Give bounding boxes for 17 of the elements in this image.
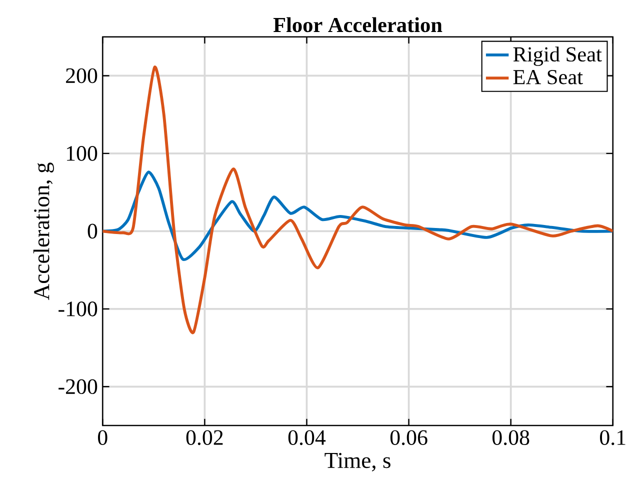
y-tick-label: 200 xyxy=(66,68,98,83)
x-tick-label: 0 xyxy=(98,430,108,445)
x-tick-label: 0.06 xyxy=(390,430,428,445)
legend-label: EA Seat xyxy=(513,70,583,84)
y-tick-label: 0 xyxy=(88,224,98,238)
y-tick-label: -100 xyxy=(58,301,98,316)
x-tick-label: 0.04 xyxy=(288,430,326,445)
x-tick-label: 0.02 xyxy=(186,430,223,445)
x-tick-label: 0.08 xyxy=(492,430,530,445)
line-series xyxy=(102,66,613,334)
y-axis-title: Acceleration, g xyxy=(33,162,54,300)
y-tick-label: 100 xyxy=(66,146,98,161)
y-tick-label: -200 xyxy=(58,379,98,394)
x-axis-title: Time, s xyxy=(324,452,390,472)
x-tick-label: 0.1 xyxy=(600,430,626,445)
chart-title: Floor Acceleration xyxy=(273,17,442,32)
legend-label: Rigid Seat xyxy=(513,46,602,66)
